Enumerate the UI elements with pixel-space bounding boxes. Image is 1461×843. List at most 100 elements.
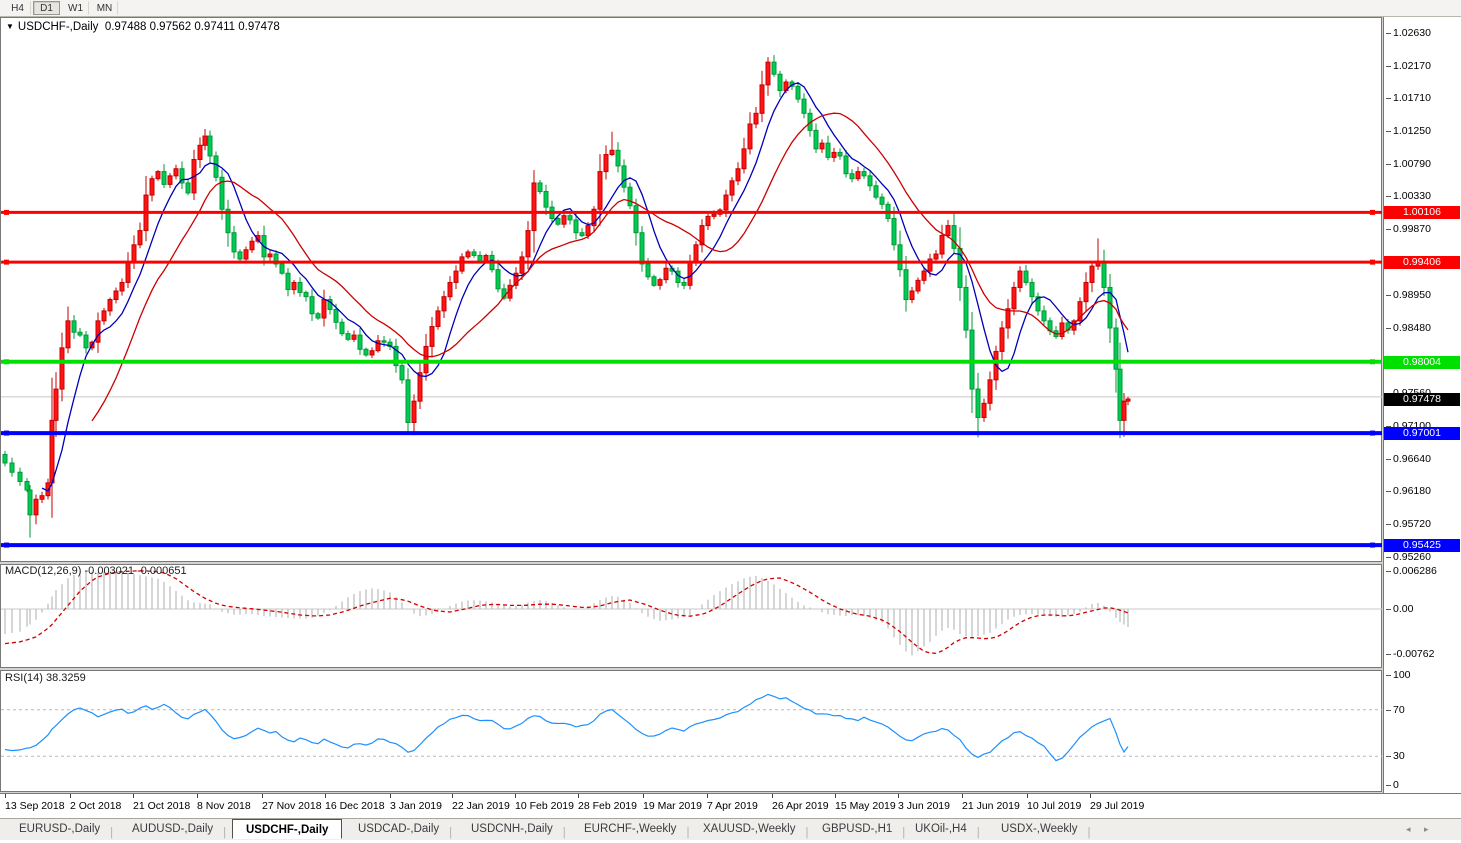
chart-tab-bar: ◂ ▸ [0,818,1461,840]
tab-separator: | [902,827,906,839]
candlesticks [2,55,1131,538]
hline-handle[interactable] [1370,359,1375,365]
chart-tab-eurchf[interactable]: EURCHF-,Weekly | [571,819,689,839]
date-label: 2 Oct 2018 [70,800,122,812]
date-label: 3 Jan 2019 [390,800,442,812]
ma-slow-line [91,112,1129,422]
price-tick-label: 1.01250 [1386,125,1431,138]
date-tick [515,794,516,798]
chart-tab-gbpusd[interactable]: GBPUSD-,H1 | [809,819,905,839]
tab-separator: | [805,827,809,839]
date-tick [325,794,326,798]
date-tick [835,794,836,798]
tab-scroll-left-icon[interactable]: ◂ [1406,824,1411,834]
chart-tab-usdcnh[interactable]: USDCNH-,Daily | [458,819,566,839]
hline-handle[interactable] [4,359,9,365]
date-tick [262,794,263,798]
symbol-dropdown-icon[interactable]: ▼ [6,22,14,31]
price-badge-0.99406: 0.99406 [1384,256,1460,270]
rsi-tick-label: 100 [1386,669,1411,681]
hline-handle[interactable] [4,542,9,548]
hline-handle[interactable] [1370,430,1375,436]
tab-separator: | [562,827,566,839]
rsi-line [4,693,1129,762]
rsi-tick-label: 30 [1386,750,1405,763]
timeframe-button-d1[interactable]: D1 [33,1,60,15]
date-label: 10 Jul 2019 [1027,800,1082,812]
tab-separator: | [223,827,227,839]
tab-separator: | [449,827,453,839]
date-tick [1027,794,1028,798]
hline-handle[interactable] [4,259,9,265]
chart-tab-usdx[interactable]: USDX-,Weekly | [988,819,1090,839]
rsi-indicator-label: RSI(14) 38.3259 [5,672,86,684]
chart-tab-xauusd[interactable]: XAUUSD-,Weekly | [690,819,808,839]
date-tick [707,794,708,798]
date-tick [1090,794,1091,798]
date-tick [962,794,963,798]
price-badge-0.95425: 0.95425 [1384,539,1460,553]
date-label: 7 Apr 2019 [707,800,758,812]
chart-region: ▼ USDCHF-,Daily 0.97488 0.97562 0.97411 0… [0,17,1461,793]
timeframe-button-mn[interactable]: MN [91,1,118,15]
date-label: 21 Oct 2018 [133,800,191,812]
chart-tab-usdcad[interactable]: USDCAD-,Daily | [345,819,452,839]
price-tick-label: 0.98950 [1386,288,1431,301]
price-tick-label: 0.96180 [1386,485,1431,498]
date-tick [578,794,579,798]
macd-tick-label: -0.00762 [1385,648,1435,661]
macd-signal-value: -0.000651 [137,565,187,577]
date-label: 29 Jul 2019 [1090,800,1145,812]
date-label: 28 Feb 2019 [578,800,637,812]
tab-separator: | [976,827,980,839]
hline-handle[interactable] [4,430,9,436]
date-label: 3 Jun 2019 [898,800,950,812]
price-tick-label: 1.02170 [1386,59,1431,72]
macd-signal-line [4,570,1129,655]
date-label: 13 Sep 2018 [5,800,65,812]
timeframe-button-h4[interactable]: H4 [4,1,31,15]
tab-scroll-right-icon[interactable]: ▸ [1424,824,1429,834]
chart-tab-usdchf[interactable]: USDCHF-,Daily [232,819,343,839]
tab-separator: | [110,827,114,839]
price-tick-label: 1.00330 [1386,190,1431,203]
price-tick-label: 0.99870 [1386,223,1431,236]
date-tick [898,794,899,798]
macd-tick-label: 0.006286 [1386,565,1437,578]
date-label: 26 Apr 2019 [772,800,829,812]
chart-ohlc-values: 0.97488 0.97562 0.97411 0.97478 [104,21,280,33]
date-label: 21 Jun 2019 [962,800,1020,812]
date-label: 19 Mar 2019 [643,800,702,812]
price-tick-label: 0.95260 [1386,550,1431,563]
main-chart-canvas[interactable] [0,17,1383,810]
price-badge-0.97478: 0.97478 [1384,393,1460,407]
date-label: 8 Nov 2018 [197,800,251,812]
macd-indicator-label: MACD(12,26,9) -0.003021 -0.000651 [5,565,187,577]
date-tick [5,794,6,798]
date-label: 27 Nov 2018 [262,800,322,812]
date-label: 22 Jan 2019 [452,800,510,812]
hline-handle[interactable] [4,209,9,215]
price-axis: 1.02630 1.02170 1.01710 1.01250 1.00790 1.003… [1383,17,1461,793]
macd-tick-label: 0.00 [1385,603,1414,615]
chart-tab-eurusd[interactable]: EURUSD-,Daily | [6,819,113,839]
date-label: 15 May 2019 [835,800,896,812]
hline-handle[interactable] [1370,209,1375,215]
date-label: 16 Dec 2018 [325,800,385,812]
date-axis: 13 Sep 2018 2 Oct 2018 21 Oct 2018 8 Nov 20… [0,793,1461,818]
date-tick [390,794,391,798]
price-tick-label: 1.00790 [1386,157,1431,170]
price-tick-label: 1.01710 [1386,92,1431,105]
price-badge-0.98004: 0.98004 [1384,355,1460,369]
rsi-tick-label: 0 [1386,779,1399,791]
hline-handle[interactable] [1370,259,1375,265]
tab-separator: | [686,827,690,839]
date-label: 10 Feb 2019 [515,800,574,812]
hline-handle[interactable] [1370,542,1375,548]
chart-tab-audusd[interactable]: AUDUSD-,Daily | [119,819,226,839]
chart-title: ▼ USDCHF-,Daily 0.97488 0.97562 0.97411 0… [6,21,280,33]
price-badge-0.97001: 0.97001 [1384,427,1460,441]
tab-separator: | [1087,827,1091,839]
timeframe-button-w1[interactable]: W1 [62,1,89,15]
chart-tab-ukoil[interactable]: UKOil-,H4 | [902,819,980,839]
